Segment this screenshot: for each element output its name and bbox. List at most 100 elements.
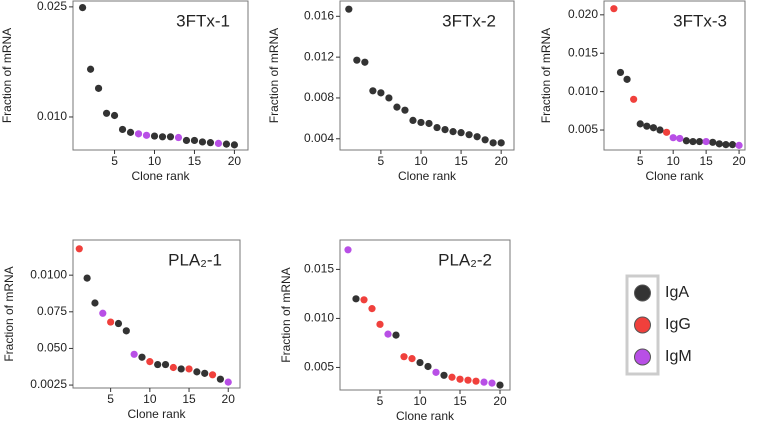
y-tick-label: 0.050 [37,341,67,355]
x-tick-label: 10 [414,154,428,168]
point [649,124,658,132]
y-tick-label: 0.075 [37,304,67,318]
y-axis-label: Fraction of mRNA [539,28,553,123]
point [214,139,223,147]
x-axis-label: Clone rank [398,169,457,183]
point [689,137,697,146]
point [83,274,91,282]
point [345,5,353,13]
point [424,362,432,371]
y-axis-label: Fraction of mRNA [0,28,14,123]
point [497,139,505,147]
x-tick-label: 20 [494,154,508,168]
legend-box [625,274,660,376]
point [433,123,441,132]
x-axis-label: Clone rank [396,409,455,423]
point [91,299,99,307]
y-tick-label: 0.005 [304,360,334,374]
point [376,320,384,328]
point [185,365,193,373]
x-tick-label: 5 [378,154,385,168]
plot-frame [72,239,241,389]
point [456,375,464,383]
point [480,378,488,386]
point [488,379,496,387]
point [417,118,425,127]
point [662,128,671,136]
point [352,295,360,303]
point [656,126,664,134]
point [416,358,424,367]
y-tick-label: 0.015 [568,45,598,59]
point [174,133,183,142]
x-tick-label: 5 [107,392,114,406]
point [75,245,83,253]
point [643,122,651,130]
plot-frame [72,0,249,151]
point [193,368,201,376]
point [216,375,224,383]
x-tick-label: 15 [454,154,468,168]
point [676,134,684,143]
point [138,353,146,361]
point [190,136,199,145]
y-tick-label: 0.010 [304,311,334,325]
x-tick-label: 5 [637,154,644,168]
y-axis-label: Fraction of mRNA [267,28,281,123]
y-axis-label: Fraction of mRNA [279,267,293,362]
point [636,120,644,128]
point [448,373,456,381]
point [146,358,154,366]
point [198,138,207,146]
point [682,137,690,145]
y-tick-label: 0.010 [568,84,598,98]
point [94,84,103,92]
point [393,103,401,111]
panel-title: 3FTx-2 [442,11,496,30]
plot-frame [339,239,511,391]
point [722,141,730,149]
point [166,133,175,141]
point [400,353,408,361]
point [623,75,631,83]
x-tick-label: 10 [143,392,157,406]
point [230,141,239,149]
point [449,128,457,136]
point [481,136,489,144]
y-tick-label: 0.0100 [30,267,67,281]
point [122,327,130,335]
point [457,129,465,137]
point [432,368,440,376]
point [440,371,448,379]
y-axis-label: Fraction of mRNA [2,266,16,361]
point [669,134,677,142]
point [473,133,481,141]
point [465,131,473,139]
x-tick-label: 15 [188,154,202,168]
x-tick-label: 15 [453,394,467,408]
point [384,330,392,338]
x-tick-label: 15 [182,392,196,406]
legend-swatch [634,284,651,302]
point [99,309,107,317]
point [78,4,87,12]
point [208,371,217,379]
point [715,140,723,148]
x-tick-label: 10 [148,154,162,168]
legend-swatch [634,316,651,334]
point [107,318,115,326]
y-tick-label: 0.010 [37,109,67,123]
point [353,56,361,64]
x-tick-label: 10 [413,394,427,408]
point [110,111,119,120]
legend-label: IgA [665,284,689,301]
point [408,355,416,363]
x-tick-label: 10 [667,154,681,168]
point [177,365,185,373]
y-tick-label: 0.012 [304,49,334,63]
x-tick-label: 5 [377,394,384,408]
legend-swatch [634,348,651,366]
point [409,116,417,125]
point [392,331,400,339]
